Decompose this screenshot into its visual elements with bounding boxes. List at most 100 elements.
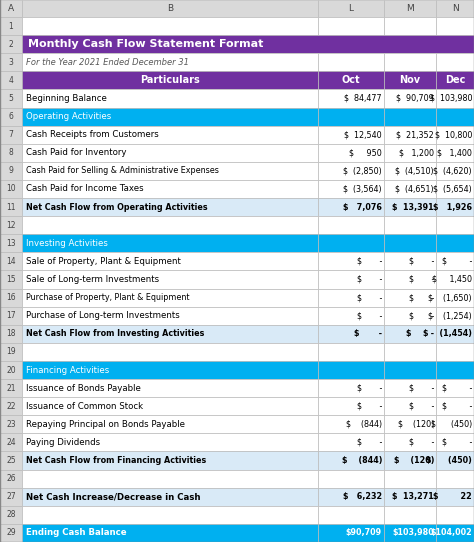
Bar xyxy=(384,288,436,307)
Bar xyxy=(0,397,22,415)
Bar xyxy=(384,126,436,144)
Text: Particulars: Particulars xyxy=(140,75,200,85)
Bar xyxy=(436,234,474,253)
Bar xyxy=(436,397,474,415)
Bar xyxy=(0,253,22,270)
Text: 4: 4 xyxy=(9,76,13,85)
Bar xyxy=(436,506,474,524)
Text: $      (450): $ (450) xyxy=(426,456,472,465)
Bar xyxy=(384,343,436,361)
Text: Monthly Cash Flow Statement Format: Monthly Cash Flow Statement Format xyxy=(28,39,264,49)
Text: $         -: $ - xyxy=(442,402,472,411)
Text: $  (3,564): $ (3,564) xyxy=(343,184,382,193)
Bar xyxy=(22,506,318,524)
Bar xyxy=(384,434,436,451)
Text: $  13,391: $ 13,391 xyxy=(392,203,434,211)
Bar xyxy=(318,107,384,126)
Bar xyxy=(384,451,436,469)
Text: For the Year 2021 Ended December 31: For the Year 2021 Ended December 31 xyxy=(26,58,189,67)
Bar xyxy=(318,415,384,434)
Bar xyxy=(436,270,474,288)
Text: $         -: $ - xyxy=(442,384,472,392)
Bar xyxy=(22,17,318,35)
Text: $  (5,654): $ (5,654) xyxy=(433,184,472,193)
Text: Dec: Dec xyxy=(445,75,465,85)
Text: $    (1,254): $ (1,254) xyxy=(428,311,472,320)
Bar xyxy=(22,180,318,198)
Bar xyxy=(0,198,22,216)
Bar xyxy=(436,0,474,17)
Bar xyxy=(22,361,318,379)
Bar xyxy=(318,434,384,451)
Bar xyxy=(318,488,384,506)
Text: $       -: $ - xyxy=(409,293,434,302)
Text: $    (120): $ (120) xyxy=(398,420,434,429)
Text: Cash Paid for Selling & Administrative Expenses: Cash Paid for Selling & Administrative E… xyxy=(26,166,219,176)
Bar xyxy=(22,107,318,126)
Text: 21: 21 xyxy=(6,384,16,392)
Bar xyxy=(436,361,474,379)
Bar xyxy=(436,89,474,107)
Text: $   6,232: $ 6,232 xyxy=(343,492,382,501)
Bar xyxy=(318,216,384,234)
Bar xyxy=(318,198,384,216)
Text: $       -: $ - xyxy=(356,293,382,302)
Text: 10: 10 xyxy=(6,184,16,193)
Text: 5: 5 xyxy=(9,94,13,103)
Bar xyxy=(0,89,22,107)
Bar xyxy=(0,216,22,234)
Bar xyxy=(318,53,384,72)
Bar xyxy=(384,234,436,253)
Text: Ending Cash Balance: Ending Cash Balance xyxy=(26,528,127,538)
Bar xyxy=(0,107,22,126)
Bar xyxy=(436,53,474,72)
Text: $  (4,620): $ (4,620) xyxy=(433,166,472,176)
Text: $    (1,454): $ (1,454) xyxy=(423,330,472,338)
Bar xyxy=(384,0,436,17)
Bar xyxy=(0,307,22,325)
Text: 22: 22 xyxy=(6,402,16,411)
Text: $  13,271: $ 13,271 xyxy=(392,492,434,501)
Bar xyxy=(318,89,384,107)
Bar xyxy=(0,469,22,488)
Bar xyxy=(384,506,436,524)
Bar xyxy=(0,53,22,72)
Bar xyxy=(0,35,22,53)
Text: 16: 16 xyxy=(6,293,16,302)
Text: 23: 23 xyxy=(6,420,16,429)
Bar xyxy=(318,343,384,361)
Text: 29: 29 xyxy=(6,528,16,538)
Bar xyxy=(318,397,384,415)
Text: 3: 3 xyxy=(9,58,13,67)
Bar xyxy=(22,397,318,415)
Bar xyxy=(318,234,384,253)
Bar xyxy=(0,0,22,17)
Bar xyxy=(436,180,474,198)
Bar xyxy=(384,397,436,415)
Bar xyxy=(318,451,384,469)
Text: $  84,477: $ 84,477 xyxy=(345,94,382,103)
Bar xyxy=(0,126,22,144)
Text: 6: 6 xyxy=(9,112,13,121)
Text: $       -: $ - xyxy=(356,275,382,284)
Bar xyxy=(318,253,384,270)
Bar xyxy=(436,469,474,488)
Bar xyxy=(436,162,474,180)
Text: Issuance of Common Stock: Issuance of Common Stock xyxy=(26,402,143,411)
Text: $       -: $ - xyxy=(354,330,382,338)
Text: $    (120): $ (120) xyxy=(393,456,434,465)
Bar xyxy=(0,343,22,361)
Text: Purchase of Long-term Investments: Purchase of Long-term Investments xyxy=(26,311,180,320)
Bar xyxy=(436,253,474,270)
Bar xyxy=(22,144,318,162)
Bar xyxy=(22,451,318,469)
Text: 28: 28 xyxy=(6,511,16,519)
Text: 27: 27 xyxy=(6,492,16,501)
Bar xyxy=(436,126,474,144)
Text: $       -: $ - xyxy=(409,275,434,284)
Bar xyxy=(0,524,22,542)
Text: $  (4,510): $ (4,510) xyxy=(395,166,434,176)
Bar xyxy=(436,288,474,307)
Bar xyxy=(436,488,474,506)
Text: Cash Paid for Income Taxes: Cash Paid for Income Taxes xyxy=(26,184,144,193)
